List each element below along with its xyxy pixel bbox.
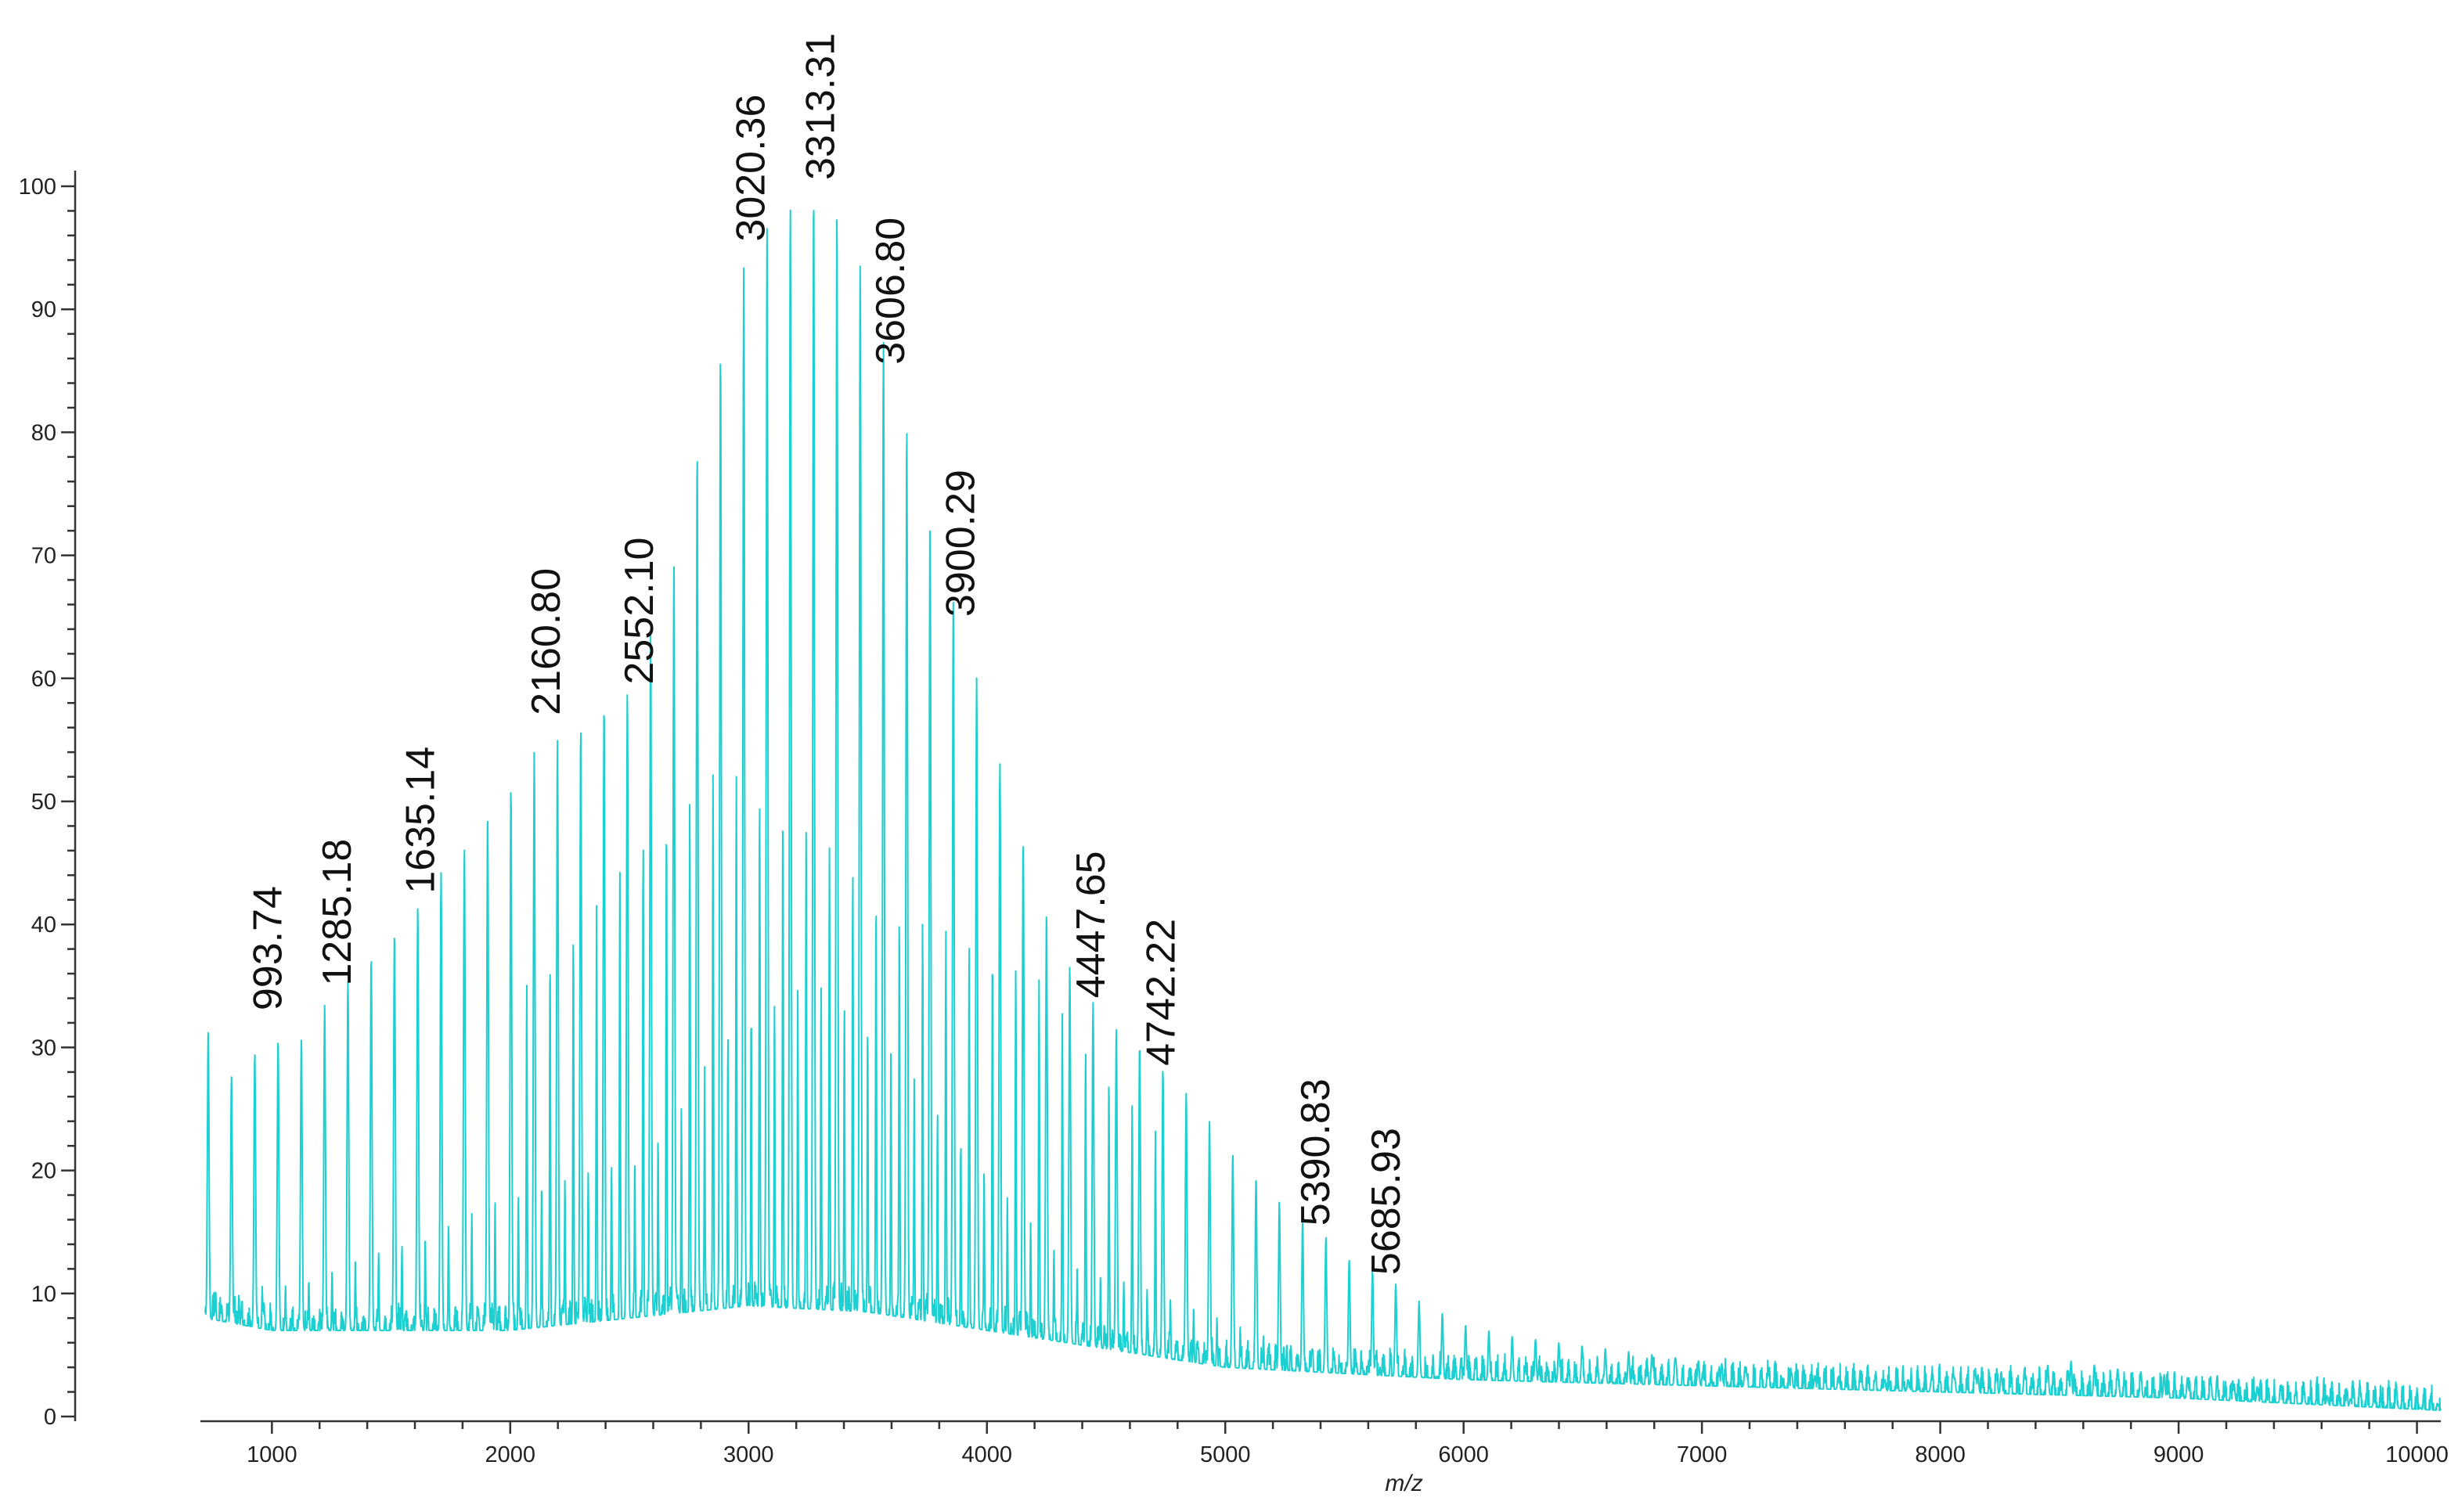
- peak-label: 2552.10: [617, 538, 662, 685]
- y-tick-label: 30: [31, 1035, 56, 1060]
- x-tick-label: 7000: [1677, 1442, 1728, 1467]
- y-tick-label: 80: [31, 420, 56, 445]
- peak-label: 4447.65: [1069, 851, 1114, 998]
- peak-label: 3606.80: [868, 218, 914, 365]
- x-tick-label: 10000: [2385, 1442, 2449, 1467]
- y-tick-label: 20: [31, 1159, 56, 1184]
- y-tick-label: 0: [44, 1405, 56, 1430]
- x-axis-title: m/z: [1385, 1471, 1422, 1496]
- x-tick-label: 8000: [1915, 1442, 1966, 1467]
- peak-labels: 993.74 1285.18 1635.14 2160.80 2552.10 3020.3…: [245, 33, 1409, 1275]
- x-tick-label: 6000: [1438, 1442, 1489, 1467]
- y-tick-label: 70: [31, 544, 56, 569]
- x-tick-label: 4000: [961, 1442, 1012, 1467]
- peak-label: 3313.31: [798, 33, 844, 180]
- peak-label: 993.74: [245, 886, 290, 1010]
- x-tick-label: 9000: [2153, 1442, 2204, 1467]
- peak-label: 3020.36: [728, 95, 773, 242]
- y-tick-label: 90: [31, 297, 56, 322]
- y-axis-ticks: 0 10 20 30 40 50 60 70 80 90 100: [19, 175, 75, 1430]
- y-tick-label: 10: [31, 1282, 56, 1307]
- peak-label: 4742.22: [1139, 919, 1184, 1066]
- y-tick-label: 50: [31, 790, 56, 815]
- spectrum-trace-layer: [204, 209, 2442, 1412]
- peak-label: 1635.14: [398, 747, 444, 894]
- x-tick-label: 1000: [247, 1442, 297, 1467]
- peak-label: 2160.80: [524, 568, 569, 715]
- x-tick-label: 3000: [723, 1442, 774, 1467]
- x-tick-label: 2000: [485, 1442, 536, 1467]
- spectrum-trace: [204, 209, 2442, 1412]
- x-tick-label: 5000: [1200, 1442, 1251, 1467]
- y-tick-label: 40: [31, 913, 56, 938]
- y-tick-label: 100: [19, 175, 56, 200]
- x-axis-ticks: 1000 2000 3000 4000 5000 6000 7000 8000 9000 1000…: [247, 1421, 2449, 1467]
- peak-label: 1285.18: [315, 839, 360, 986]
- peak-label: 3900.29: [938, 470, 983, 617]
- y-tick-label: 60: [31, 667, 56, 692]
- peak-label: 5685.93: [1364, 1128, 1409, 1275]
- peak-label: 5390.83: [1293, 1078, 1339, 1226]
